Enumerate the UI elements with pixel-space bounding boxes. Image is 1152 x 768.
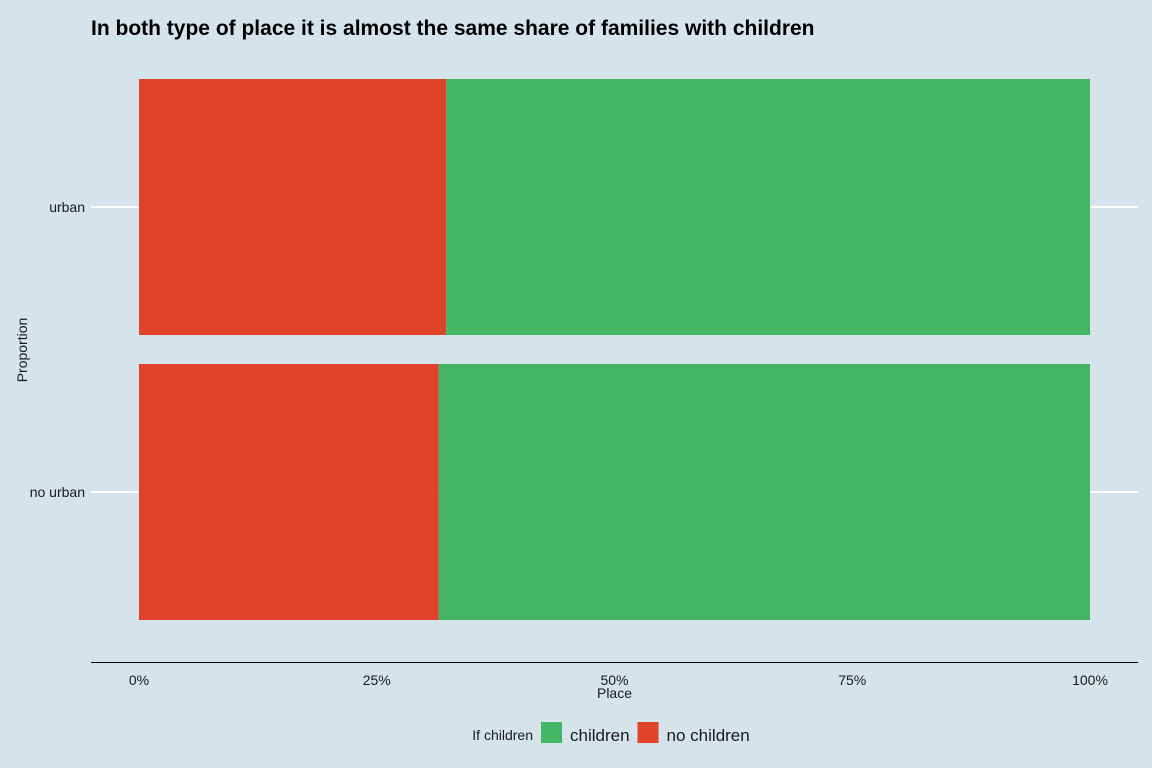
y-axis-title: Proportion [14, 318, 30, 383]
legend-swatch-no-children [637, 722, 659, 743]
y-tick-label-urban: urban [49, 199, 85, 215]
bar-no-urban-children [438, 364, 1090, 620]
x-axis-ticks: 0% 25% 50% 75% 100% [129, 672, 1108, 688]
x-tick-label: 50% [600, 672, 628, 688]
legend-label-no-children: no children [667, 726, 750, 745]
x-tick-label: 0% [129, 672, 149, 688]
x-tick-label: 25% [363, 672, 391, 688]
legend-title: If children [472, 727, 533, 743]
chart-title: In both type of place it is almost the s… [91, 17, 815, 40]
y-tick-label-no-urban: no urban [30, 484, 85, 500]
bars [139, 79, 1091, 620]
legend-swatch-children [541, 722, 562, 743]
bar-urban-children [446, 79, 1091, 335]
x-tick-label: 75% [838, 672, 866, 688]
y-axis-ticks: urban no urban [30, 199, 85, 500]
legend-label-children: children [570, 726, 630, 745]
x-axis-title: Place [597, 685, 632, 701]
bar-urban-no-children [139, 79, 447, 335]
bar-no-urban-no-children [139, 364, 439, 620]
x-tick-label: 100% [1072, 672, 1108, 688]
legend: If children children no children [472, 722, 750, 745]
